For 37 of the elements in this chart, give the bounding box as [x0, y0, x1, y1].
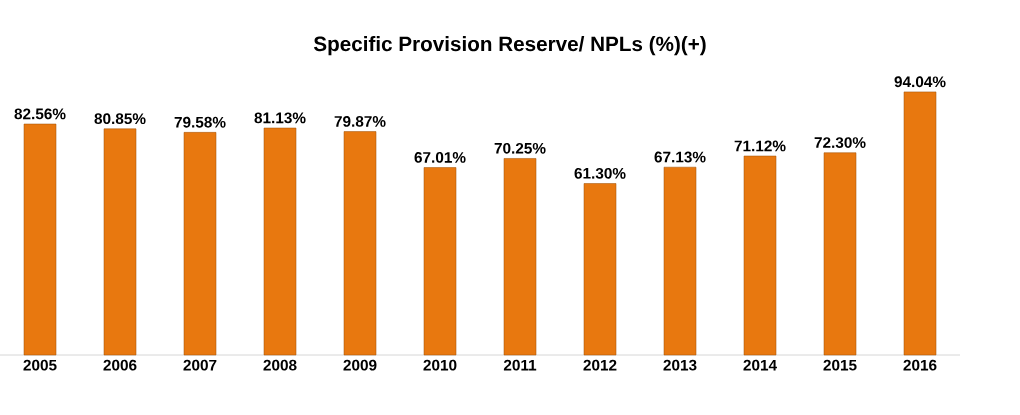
x-tick-label: 2009 [343, 359, 377, 371]
bar [663, 166, 697, 356]
data-label: 80.85% [94, 113, 146, 125]
bar [343, 131, 377, 356]
x-tick-label: 2010 [423, 359, 457, 371]
bar [263, 127, 297, 356]
x-tick-label: 2008 [263, 359, 297, 371]
x-tick-label: 2005 [23, 359, 57, 371]
x-tick-label: 2011 [503, 359, 537, 371]
x-tick-label: 2006 [103, 359, 137, 371]
data-label: 67.13% [654, 151, 706, 163]
x-tick-label: 2016 [903, 359, 937, 371]
data-label: 72.30% [814, 137, 866, 149]
bar [23, 123, 57, 356]
bar [423, 167, 457, 356]
bar [903, 91, 937, 356]
data-label: 94.04% [894, 76, 946, 88]
data-label: 79.58% [174, 116, 226, 128]
bar [823, 152, 857, 356]
data-label: 70.25% [494, 142, 546, 154]
data-label: 82.56% [14, 108, 66, 120]
bar [183, 132, 217, 356]
chart-title: Specific Provision Reserve/ NPLs (%)(+) [313, 36, 706, 56]
x-tick-label: 2014 [743, 359, 777, 371]
x-tick-label: 2007 [183, 359, 217, 371]
x-tick-label: 2015 [823, 359, 857, 371]
data-label: 61.30% [574, 167, 626, 179]
data-label: 79.87% [334, 115, 386, 127]
bar [743, 155, 777, 356]
bar [103, 128, 137, 356]
data-label: 71.12% [734, 140, 786, 152]
x-tick-label: 2013 [663, 359, 697, 371]
data-label: 67.01% [414, 151, 466, 163]
data-label: 81.13% [254, 112, 306, 124]
bar [503, 158, 537, 356]
bar [583, 183, 617, 356]
x-tick-label: 2012 [583, 359, 617, 371]
